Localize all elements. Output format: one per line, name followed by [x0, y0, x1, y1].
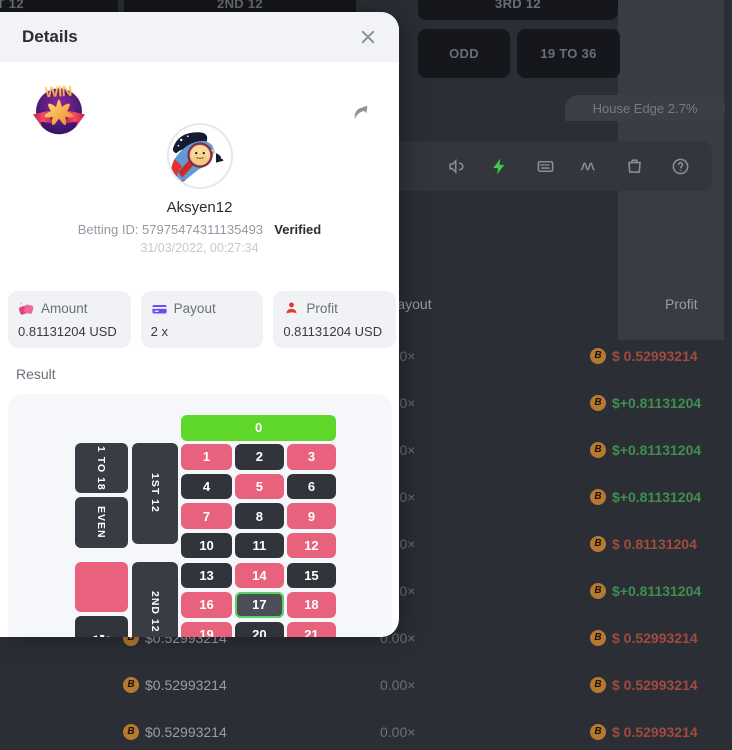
svg-text:WIN: WIN — [44, 84, 72, 101]
